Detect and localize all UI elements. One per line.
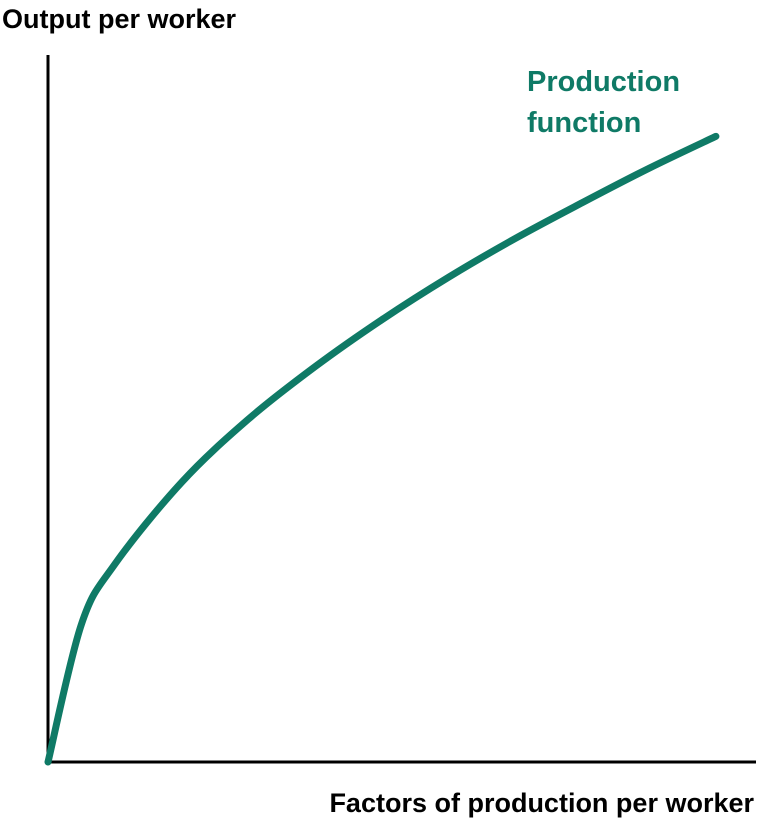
production-function-label: Production function <box>527 66 680 139</box>
y-axis-title: Output per worker <box>2 4 237 34</box>
x-axis-title: Factors of production per worker <box>329 788 754 818</box>
production-function-curve <box>44 132 720 766</box>
production-function-label-line: Production <box>527 66 680 98</box>
production-function-label-line: function <box>527 107 641 139</box>
